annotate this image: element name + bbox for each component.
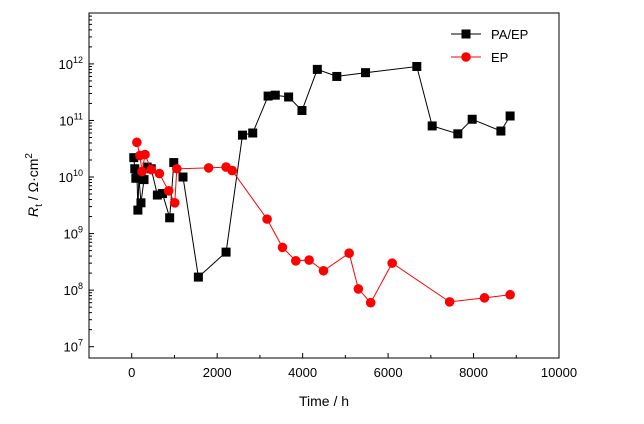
data-point-circle xyxy=(203,163,214,173)
legend-circle-marker xyxy=(461,52,471,62)
data-point-circle xyxy=(277,242,288,253)
y-axis-title: Rt / Ω·cm2 xyxy=(24,153,45,217)
y-tick-label: 1012 xyxy=(59,55,83,72)
data-point-square xyxy=(165,213,175,223)
data-point-circle xyxy=(163,186,174,196)
x-tick-label: 6000 xyxy=(374,365,403,380)
data-point-square xyxy=(169,158,179,168)
data-point-square xyxy=(361,68,371,78)
y-tick-exponent: 12 xyxy=(73,55,83,65)
legend-item-pa-ep: PA/EP xyxy=(451,27,528,42)
data-point-circle xyxy=(137,166,147,177)
data-point-circle xyxy=(140,149,150,160)
data-point-square xyxy=(193,272,203,282)
data-point-circle xyxy=(387,258,397,268)
x-tick-label: 4000 xyxy=(288,365,317,380)
legend: PA/EP EP xyxy=(451,27,528,65)
data-point-circle xyxy=(365,297,376,308)
y-tick-label: 108 xyxy=(64,281,83,298)
data-point-square xyxy=(129,153,139,163)
legend-label-ep: EP xyxy=(491,50,508,65)
data-point-square xyxy=(130,164,140,174)
data-point-square xyxy=(178,172,188,182)
data-point-square xyxy=(496,126,506,136)
data-point-square xyxy=(297,105,307,115)
data-point-circle xyxy=(444,297,455,307)
y-tick-label: 109 xyxy=(64,225,83,242)
y-tick-label: 1010 xyxy=(59,168,83,185)
x-tick-label: 10000 xyxy=(541,365,577,380)
y-axis-title-main: R xyxy=(25,207,41,217)
data-point-circle xyxy=(227,165,238,176)
series-line xyxy=(133,65,511,279)
x-tick-label: 2000 xyxy=(203,365,232,380)
data-point-square xyxy=(505,111,515,121)
y-tick-base: 10 xyxy=(59,113,73,128)
data-point-circle xyxy=(169,198,180,208)
y-tick-base: 10 xyxy=(64,227,78,242)
data-point-square xyxy=(270,90,280,100)
data-point-square xyxy=(152,190,162,200)
y-tick-base: 10 xyxy=(64,340,78,355)
y-tick-base: 10 xyxy=(64,283,78,298)
y-tick-exponent: 9 xyxy=(78,225,83,235)
data-point-square xyxy=(284,92,294,102)
y-tick-label: 1011 xyxy=(59,111,83,128)
data-point-square xyxy=(139,175,149,185)
x-tick-label: 8000 xyxy=(459,365,488,380)
data-point-circle xyxy=(505,289,515,300)
y-axis-title-sup: 2 xyxy=(24,153,35,159)
data-point-circle xyxy=(353,284,364,294)
data-point-square xyxy=(248,128,258,138)
data-point-square xyxy=(412,61,422,71)
data-point-square xyxy=(312,64,322,74)
y-tick-exponent: 7 xyxy=(78,338,83,348)
y-tick-base: 10 xyxy=(59,170,73,185)
y-tick-label: 107 xyxy=(64,338,83,355)
y-tick-exponent: 10 xyxy=(73,168,83,178)
data-point-square xyxy=(467,114,477,124)
y-axis-title-rest: / Ω·cm xyxy=(25,159,41,204)
legend-item-ep: EP xyxy=(451,50,508,65)
series-layer xyxy=(129,61,515,308)
data-point-circle xyxy=(154,168,165,179)
y-tick-base: 10 xyxy=(59,57,73,72)
data-point-circle xyxy=(318,265,329,276)
y-tick-exponent: 11 xyxy=(74,111,83,121)
legend-square-marker xyxy=(461,29,471,39)
series-pa-ep xyxy=(129,61,515,282)
data-point-square xyxy=(453,129,463,139)
data-point-square xyxy=(136,198,146,208)
legend-label-pa-ep: PA/EP xyxy=(491,27,528,42)
data-point-circle xyxy=(132,137,142,148)
data-point-circle xyxy=(172,163,182,174)
data-point-square xyxy=(133,205,143,215)
data-point-square xyxy=(134,172,144,182)
data-point-circle xyxy=(262,214,272,224)
data-point-circle xyxy=(344,248,354,258)
data-point-square xyxy=(157,189,167,199)
data-point-square xyxy=(221,247,231,257)
y-axis-title-sub: t xyxy=(34,204,45,207)
plot-area xyxy=(88,12,560,359)
data-point-circle xyxy=(304,255,314,265)
x-axis-ticks: 0 2000 4000 6000 8000 10000 xyxy=(88,353,577,380)
data-point-square xyxy=(332,71,342,81)
x-axis-title: Time / h xyxy=(299,393,349,409)
y-tick-exponent: 8 xyxy=(78,281,83,291)
data-point-square xyxy=(237,130,247,140)
x-tick-label: 0 xyxy=(128,365,135,380)
series-line xyxy=(136,142,511,304)
data-point-square xyxy=(263,91,273,101)
data-point-square xyxy=(427,121,437,131)
series-ep xyxy=(132,137,515,308)
data-point-circle xyxy=(479,293,490,303)
data-point-circle xyxy=(146,164,157,175)
data-point-circle xyxy=(291,256,301,266)
